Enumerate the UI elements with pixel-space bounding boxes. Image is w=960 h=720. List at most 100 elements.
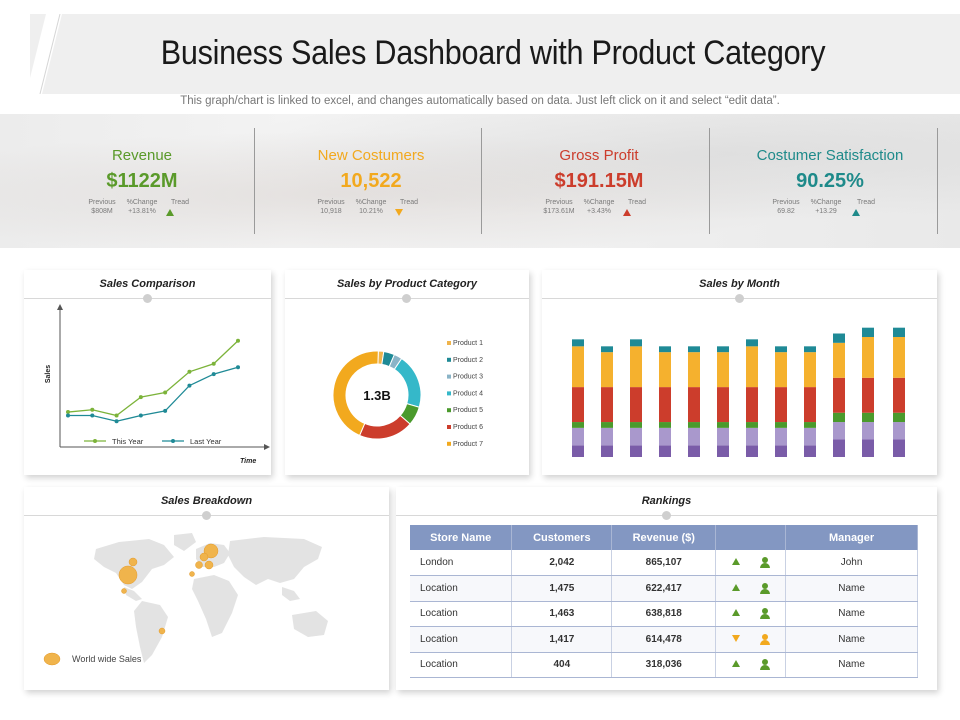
- x-axis-label: Time: [240, 458, 256, 465]
- bar-segment: [893, 327, 905, 338]
- bar-segment: [746, 427, 758, 446]
- legend-swatch: [447, 425, 451, 429]
- bar-segment: [688, 445, 700, 457]
- map-bubble: [128, 557, 138, 567]
- bar-segment: [804, 427, 816, 446]
- kpi-revenue[interactable]: Revenue $1122M Previous $808M %Change +13.…: [28, 114, 256, 248]
- sales-comparison-panel: Sales Comparison Sales Time This Year Last …: [24, 270, 271, 475]
- bar-segment: [804, 352, 816, 388]
- bar-segment: [833, 422, 845, 440]
- trend-cell: [715, 575, 787, 602]
- table-header-customers[interactable]: Customers: [511, 525, 613, 550]
- map-bubble: [118, 565, 138, 585]
- bar-segment: [659, 422, 671, 428]
- rankings-table: Store Name Customers Revenue ($) Manager…: [410, 525, 918, 678]
- customers: 2,042: [511, 550, 613, 576]
- kpi-customer-satisfaction[interactable]: Costumer Satisfaction 90.25% Previous 69.…: [716, 114, 944, 248]
- trend-down-icon: [731, 634, 740, 642]
- bar-segment: [862, 377, 874, 413]
- data-point: [90, 407, 95, 412]
- trend-up-icon: [731, 583, 740, 591]
- store-name: Location: [410, 601, 513, 627]
- bar-segment: [717, 387, 729, 423]
- bar-segment: [659, 427, 671, 446]
- data-point: [114, 413, 119, 418]
- kpi-divider: [709, 128, 710, 234]
- kpi-new-customers[interactable]: New Costumers 10,522 Previous 10,918 %Cha…: [257, 114, 485, 248]
- map-bubble: [121, 588, 127, 594]
- data-point: [211, 372, 216, 377]
- data-point: [114, 419, 119, 424]
- trend-up-icon: [731, 558, 740, 566]
- legend-label: Product 7: [453, 441, 483, 448]
- kpi-change: %Change +13.81%: [126, 199, 158, 215]
- bar-segment: [688, 427, 700, 446]
- customers: 1,463: [511, 601, 613, 627]
- legend-swatch: [447, 391, 451, 396]
- bar-segment: [688, 352, 700, 388]
- bar-segment: [804, 445, 816, 457]
- bar-segment: [717, 422, 729, 428]
- table-header-manager[interactable]: Manager: [785, 525, 918, 550]
- bar-segment: [601, 422, 613, 428]
- revenue: 865,107: [611, 550, 717, 576]
- bar-segment: [572, 422, 584, 428]
- bar-segment: [775, 427, 787, 446]
- bar-segment: [717, 445, 729, 457]
- bar-segment: [717, 352, 729, 388]
- store-name: Location: [410, 652, 513, 678]
- bar-segment: [775, 387, 787, 423]
- manager-icon: [759, 659, 770, 671]
- bar-segment: [862, 422, 874, 440]
- kpi-change: %Change +3.43%: [583, 199, 615, 215]
- kpi-value: 90.25%: [796, 170, 864, 192]
- bar-segment: [804, 346, 816, 353]
- bar-segment: [601, 445, 613, 457]
- trend-up-icon: [166, 209, 174, 216]
- bar-segment: [746, 422, 758, 428]
- panel-dot: [202, 511, 211, 520]
- table-row[interactable]: Location 1,475 622,417 Name: [410, 575, 918, 602]
- data-point: [211, 361, 216, 366]
- kpi-trend: Tread: [623, 198, 651, 216]
- map-bubble: [203, 543, 219, 559]
- bar-segment: [659, 445, 671, 457]
- legend-swatch: [447, 357, 451, 362]
- kpi-trend: Tread: [852, 198, 880, 216]
- bar-segment: [572, 387, 584, 423]
- bar-segment: [688, 387, 700, 423]
- customers: 404: [511, 652, 613, 678]
- bar-segment: [688, 422, 700, 428]
- data-point: [187, 369, 192, 374]
- y-axis-arrow: [57, 304, 63, 310]
- bar-segment: [601, 346, 613, 353]
- panel-dot: [662, 511, 671, 520]
- sales-by-month-chart: [572, 327, 905, 457]
- table-row[interactable]: London 2,042 865,107 John: [410, 550, 918, 576]
- sales-breakdown-panel: Sales Breakdown: [24, 487, 389, 690]
- legend-label: Product 5: [453, 407, 483, 414]
- kpi-value: $1122M: [106, 170, 178, 192]
- table-header-revenue[interactable]: Revenue ($): [611, 525, 717, 550]
- kpi-previous: Previous $808M: [88, 199, 116, 215]
- table-row[interactable]: Location 1,417 614,478 Name: [410, 626, 918, 653]
- title-slash-decoration: [26, 14, 62, 94]
- bar-segment: [893, 337, 905, 378]
- legend-label: Product 6: [453, 424, 483, 431]
- table-header-store[interactable]: Store Name: [410, 525, 513, 550]
- kpi-label: Gross Profit: [559, 147, 639, 164]
- table-row[interactable]: Location 1,463 638,818 Name: [410, 601, 918, 627]
- bar-segment: [572, 445, 584, 457]
- bar-segment: [572, 427, 584, 446]
- manager-icon: [759, 556, 770, 568]
- kpi-gross-profit[interactable]: Gross Profit $191.15M Previous $173.61M %…: [485, 114, 713, 248]
- bar-segment: [775, 346, 787, 353]
- revenue: 614,478: [611, 626, 717, 653]
- manager: Name: [785, 601, 918, 627]
- bar-segment: [862, 412, 874, 423]
- kpi-label: New Costumers: [317, 147, 425, 164]
- bar-segment: [659, 346, 671, 353]
- table-row[interactable]: Location 404 318,036 Name: [410, 652, 918, 678]
- bar-segment: [659, 352, 671, 388]
- manager: John: [785, 550, 918, 576]
